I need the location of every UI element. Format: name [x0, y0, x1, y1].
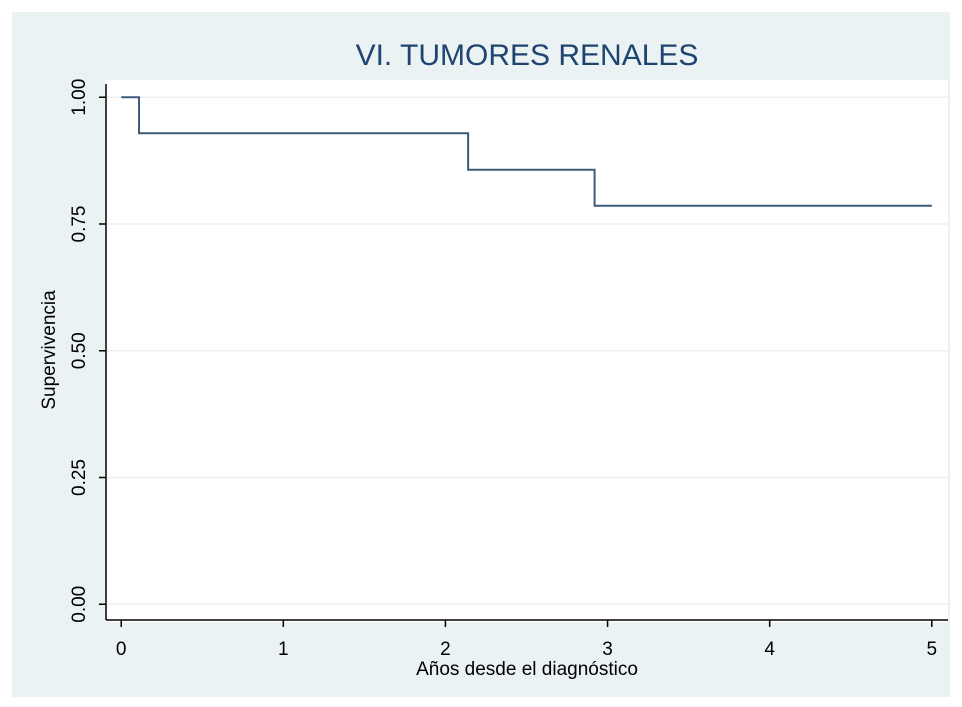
- x-tick-label: 1: [278, 639, 289, 660]
- x-tick-label: 0: [116, 639, 127, 660]
- y-tick-label: 0.25: [69, 459, 90, 496]
- x-tick-label: 5: [926, 639, 937, 660]
- y-axis-label: Supervivencia: [39, 290, 60, 410]
- y-tick-label: 0.00: [69, 586, 90, 623]
- x-tick-label: 3: [602, 639, 613, 660]
- x-tick-label: 4: [764, 639, 775, 660]
- chart-title: VI. TUMORES RENALES: [356, 39, 699, 72]
- x-tick-label: 2: [440, 639, 451, 660]
- y-tick-label: 0.75: [69, 206, 90, 243]
- y-tick-label: 1.00: [69, 79, 90, 116]
- survival-curve: [121, 96, 932, 207]
- y-tick-label: 0.50: [69, 332, 90, 369]
- x-axis-label: Años desde el diagnóstico: [416, 659, 638, 680]
